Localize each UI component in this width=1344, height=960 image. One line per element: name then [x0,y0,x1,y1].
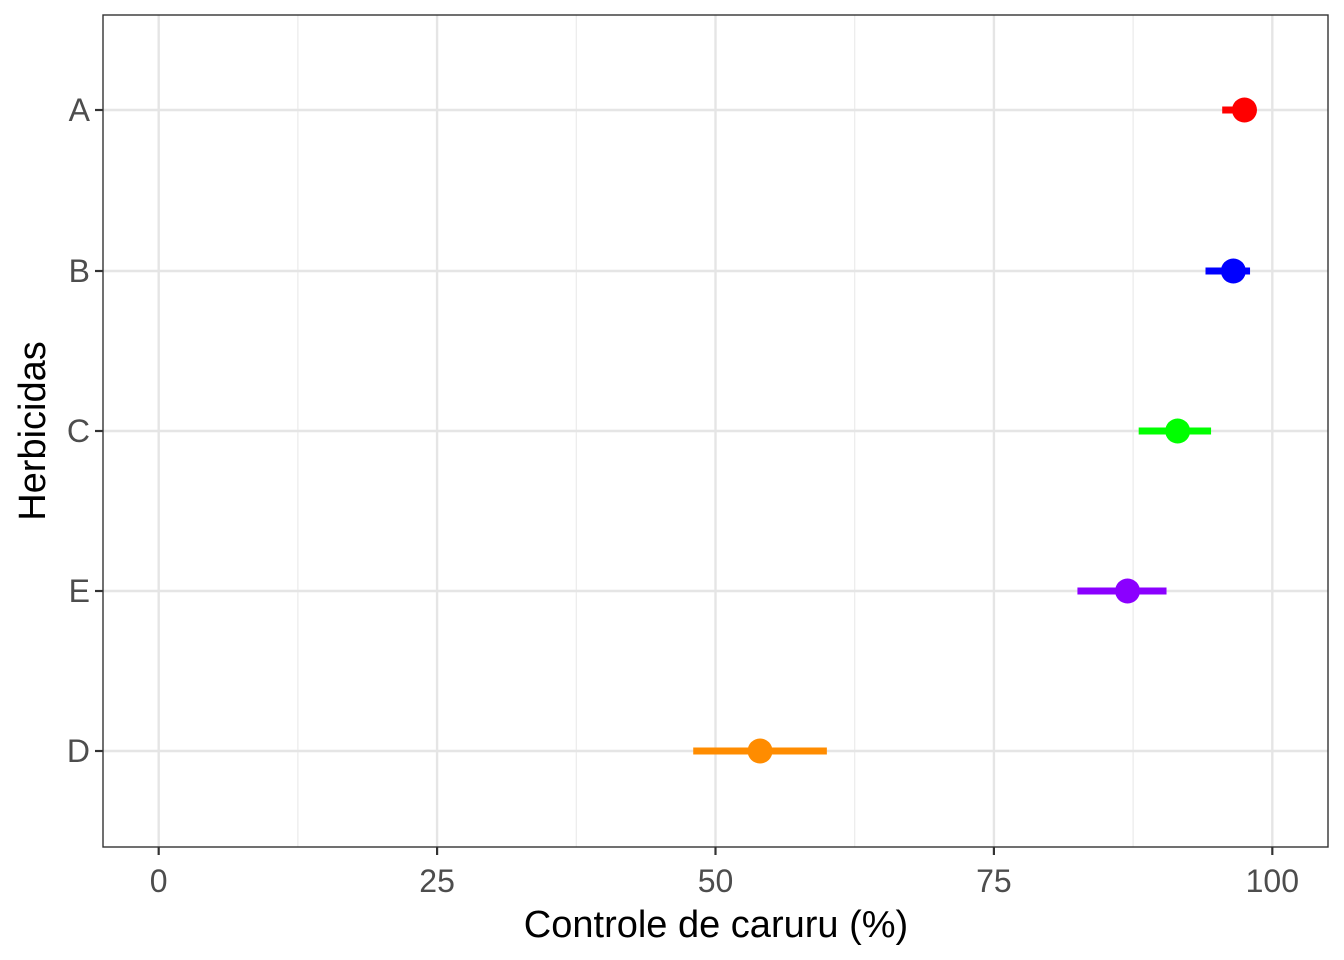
data-point-E [1115,578,1141,604]
x-tick-label: 50 [698,863,734,899]
data-point-A [1231,97,1257,123]
axes: 0 25 50 75 100 A B C E D [67,92,1299,899]
y-tick-label: E [69,573,90,609]
y-tick-label: C [67,413,90,449]
x-tick-label: 25 [419,863,455,899]
x-tick-label: 75 [976,863,1012,899]
y-axis-title: Herbicidas [12,341,54,521]
data-marks [693,97,1257,764]
x-tick-label: 0 [150,863,168,899]
data-point-C [1165,418,1191,444]
x-tick-label: 100 [1246,863,1299,899]
y-tick-label: B [69,253,90,289]
y-tick-label: D [67,733,90,769]
x-axis-title: Controle de caruru (%) [524,904,908,946]
y-tick-label: A [69,92,91,128]
data-point-B [1220,258,1246,284]
data-point-D [747,738,773,764]
